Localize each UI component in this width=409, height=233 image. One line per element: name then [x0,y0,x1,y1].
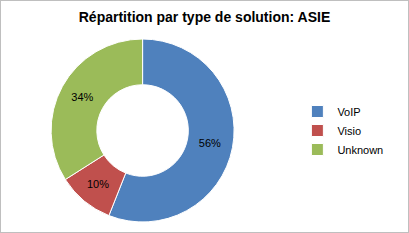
svg-text:10%: 10% [87,178,109,190]
svg-text:34%: 34% [71,91,93,103]
svg-text:56%: 56% [199,137,221,149]
svg-text:Unknown: Unknown [337,144,383,156]
svg-text:Visio: Visio [337,125,361,137]
svg-text:VoIP: VoIP [337,106,360,118]
svg-text:Répartition par type de soluti: Répartition par type de solution: ASIE [79,9,331,25]
